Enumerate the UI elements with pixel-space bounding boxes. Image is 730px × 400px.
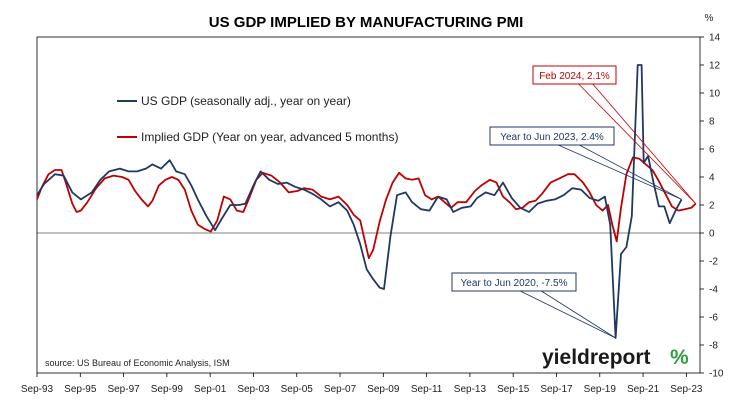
logo-percent-icon: % — [670, 346, 689, 369]
y-tick-label: 12 — [709, 61, 721, 72]
series-lines — [36, 64, 697, 339]
x-tick-label: Sep-21 — [627, 384, 660, 395]
y-tick-label: 14 — [709, 33, 721, 44]
y-tick-label: -8 — [709, 341, 718, 352]
x-tick-label: Sep-99 — [151, 384, 184, 395]
y-tick-label: 8 — [709, 117, 715, 128]
x-tick-label: Sep-19 — [584, 384, 617, 395]
annotation-feb-2024: Feb 2024, 2.1% — [532, 65, 696, 204]
chart-title: US GDP IMPLIED BY MANUFACTURING PMI — [209, 14, 523, 31]
annotation-box — [489, 126, 615, 146]
annotation-label: Year to Jun 2020, -7.5% — [461, 278, 568, 289]
x-tick-label: Sep-13 — [454, 384, 487, 395]
logo-wordmark: yieldreport — [542, 346, 651, 369]
x-tick-label: Sep-11 — [411, 384, 443, 395]
annotation-leader — [558, 144, 682, 200]
y-tick-label: 10 — [709, 89, 721, 100]
legend: US GDP (seasonally adj., year on year) I… — [117, 94, 398, 144]
y-tick-label: -4 — [709, 285, 718, 296]
x-tick-label: Sep-97 — [107, 384, 140, 395]
x-tick-label: Sep-95 — [64, 384, 97, 395]
series-line-implied-gdp — [36, 156, 697, 260]
annotation-jun-2020: Year to Jun 2020, -7.5% — [451, 272, 616, 339]
y-tick-label: 0 — [709, 229, 715, 240]
annotation-leader — [520, 290, 616, 339]
annotation-label: Feb 2024, 2.1% — [539, 71, 610, 82]
annotation-leader — [541, 290, 616, 339]
source-note: source: US Bureau of Economic Analysis, … — [45, 358, 230, 368]
annotation-label: Year to Jun 2023, 2.4% — [500, 132, 604, 143]
y-tick-label: 2 — [709, 201, 715, 212]
annotations: Feb 2024, 2.1% Year to Jun 2023, 2.4% Year… — [451, 65, 696, 339]
y-tick-label: 6 — [709, 145, 715, 156]
x-tick-label: Sep-93 — [21, 384, 54, 395]
x-tick-label: Sep-03 — [237, 384, 270, 395]
legend-label-implied-gdp: Implied GDP (Year on year, advanced 5 mo… — [141, 130, 398, 144]
x-tick-label: Sep-23 — [670, 384, 703, 395]
series-line-us-gdp — [36, 64, 683, 339]
y-axis-unit: % — [705, 13, 714, 24]
x-tick-label: Sep-01 — [194, 384, 227, 395]
x-tick-label: Sep-17 — [540, 384, 573, 395]
plot-area — [36, 36, 701, 374]
annotation-jun-2023: Year to Jun 2023, 2.4% — [489, 126, 682, 200]
legend-label-us-gdp: US GDP (seasonally adj., year on year) — [141, 94, 351, 108]
y-tick-label: -2 — [709, 257, 718, 268]
y-tick-label: -10 — [709, 369, 724, 380]
y-tick-label: 4 — [709, 173, 715, 184]
yieldreport-logo: yieldreport % — [542, 346, 689, 369]
annotation-box — [532, 65, 617, 85]
x-tick-label: Sep-07 — [324, 384, 357, 395]
annotation-leader — [579, 144, 682, 200]
x-tick-label: Sep-15 — [497, 384, 530, 395]
x-tick-label: Sep-05 — [281, 384, 314, 395]
y-tick-label: -6 — [709, 313, 718, 324]
x-tick-label: Sep-09 — [367, 384, 400, 395]
axes: 14 12 10 8 6 4 2 0 -2 -4 -6 -8 -10 Sep-93 Sep-95 Sep-97… — [21, 33, 724, 396]
annotation-leader — [578, 83, 696, 204]
annotation-leader — [592, 83, 696, 204]
annotation-box — [451, 272, 577, 292]
